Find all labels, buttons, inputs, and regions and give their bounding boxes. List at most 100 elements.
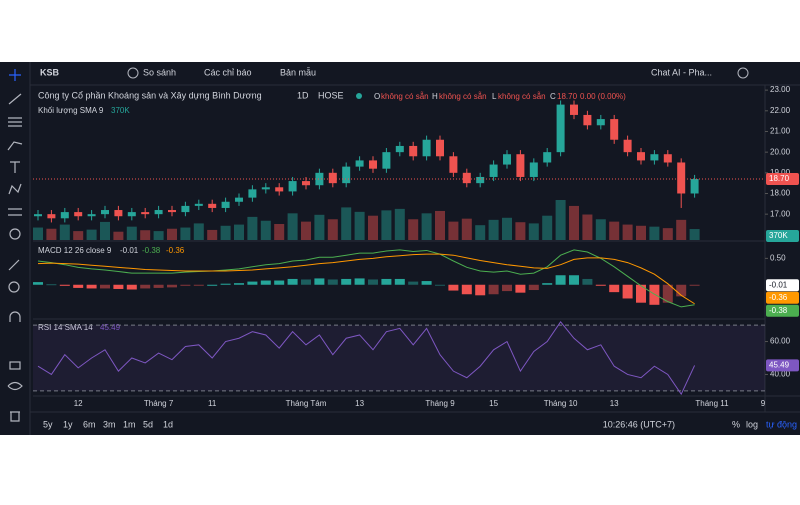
pattern-tool[interactable] [8, 183, 22, 195]
candle-body [194, 203, 203, 206]
change: 0.00 (0.00%) [580, 92, 626, 101]
candle-body [275, 187, 284, 192]
delete-tool[interactable] [10, 411, 20, 422]
rsi-legend: RSI 14 SMA 14 [38, 323, 93, 332]
trendline-tool[interactable] [8, 93, 22, 105]
h-value: không có sẵn [439, 92, 487, 101]
range-button[interactable]: 6m [83, 419, 96, 429]
volume-bar [515, 222, 526, 240]
macd-histogram-bar [515, 284, 526, 293]
volume-bar [86, 229, 97, 240]
volume-tag: 370K [769, 231, 788, 240]
macd-histogram-bar [287, 278, 298, 285]
range-button[interactable]: 1d [163, 419, 173, 429]
macd-histogram-bar [555, 275, 566, 285]
volume-bar [676, 219, 687, 240]
visibility-tool[interactable] [7, 381, 23, 391]
rsi-tag: 45.49 [769, 361, 790, 370]
ruler-tool[interactable] [8, 259, 20, 271]
range-button[interactable]: 1y [63, 419, 73, 429]
magnet-tool[interactable] [9, 311, 21, 322]
macd-histogram-bar [33, 282, 43, 285]
y-tick-label: 0.50 [770, 253, 786, 262]
exchange: HOSE [318, 90, 344, 100]
ohlc-legend: O không có sẵn H không có sẵn L không có… [374, 92, 626, 101]
indicators-button[interactable]: Các chỉ báo [204, 67, 252, 77]
macd-histogram-bar [341, 278, 352, 285]
company-name: Công ty Cổ phần Khoáng sản và Xây dựng B… [38, 90, 262, 100]
macd-hist-legend: -0.01 [120, 246, 139, 255]
emoji-tool[interactable] [9, 228, 21, 240]
interval: 1D [297, 90, 309, 100]
zoom-tool[interactable] [8, 281, 20, 293]
crosshair-tool[interactable] [9, 69, 21, 81]
o-value: không có sẵn [381, 92, 429, 101]
candle-body [516, 154, 525, 177]
range-button[interactable]: 1m [123, 419, 136, 429]
volume-bar [126, 226, 137, 240]
volume-bar [528, 223, 539, 240]
y-tick-label: 23.00 [770, 85, 791, 94]
compare-icon[interactable] [127, 67, 139, 79]
volume-bar [636, 225, 646, 240]
rsi-legend-value: 45.49 [100, 323, 121, 332]
chat-button[interactable]: Chat AI - Pha... [651, 67, 712, 77]
templates-button[interactable]: Bản mẫu [280, 67, 316, 77]
macd-histogram-bar [408, 281, 419, 285]
macd-legend: MACD 12 26 close 9 [38, 246, 112, 255]
measure-tool[interactable] [8, 208, 22, 216]
candle-body [650, 154, 659, 161]
x-tick-label: Tháng 7 [144, 399, 174, 408]
macd-histogram-bar [274, 280, 285, 285]
candle-body [556, 104, 565, 153]
macd-line [37, 249, 695, 308]
percent-toggle[interactable]: % [732, 419, 740, 429]
volume-bar [207, 229, 218, 240]
log-toggle[interactable]: log [746, 419, 758, 429]
volume-bar [435, 210, 445, 240]
last-price-tag-bg [766, 173, 799, 186]
candle-body [690, 179, 699, 194]
macd-histogram-bar [528, 284, 539, 291]
compare-button[interactable]: So sánh [143, 67, 176, 77]
macd-histogram-bar [314, 278, 325, 285]
range-button[interactable]: 5d [143, 419, 153, 429]
candle-body [476, 176, 485, 184]
macd-histogram-bar [46, 284, 57, 286]
auto-toggle[interactable]: tự động [766, 419, 797, 429]
macd-series-tag-bg [766, 291, 799, 304]
macd-series-tag: -0.36 [769, 293, 788, 302]
text-tool[interactable] [10, 161, 20, 173]
macd-histogram-bar [582, 278, 593, 285]
macd-histogram-bar [502, 284, 512, 292]
range-button[interactable]: 3m [103, 419, 116, 429]
volume-bar [327, 219, 338, 240]
volume-bar [314, 214, 325, 240]
volume-bar [461, 218, 472, 240]
candle-body [248, 189, 257, 198]
candle-body [369, 160, 377, 169]
macd-histogram-bar [394, 278, 405, 285]
fib-tool[interactable] [8, 117, 22, 127]
volume-bar [59, 224, 70, 240]
left-toolbar[interactable] [7, 69, 23, 422]
candle-body [101, 210, 109, 215]
candle-body [677, 162, 686, 194]
candle-body [127, 212, 136, 217]
candle-body [422, 139, 431, 157]
settings-icon[interactable] [737, 67, 749, 79]
lock-tool[interactable] [9, 361, 21, 370]
volume-bar [247, 216, 258, 240]
volume-bar [301, 221, 311, 240]
brush-tool[interactable] [7, 141, 23, 151]
l-key: L [492, 92, 497, 101]
candle-body [261, 187, 270, 190]
candle-body [181, 205, 190, 213]
macd-histogram-bar [220, 283, 231, 285]
symbol[interactable]: KSB [40, 67, 60, 77]
range-button[interactable]: 5y [43, 419, 53, 429]
candle-body [543, 152, 552, 163]
volume-bar [502, 217, 512, 240]
x-tick-label: 15 [489, 399, 498, 408]
